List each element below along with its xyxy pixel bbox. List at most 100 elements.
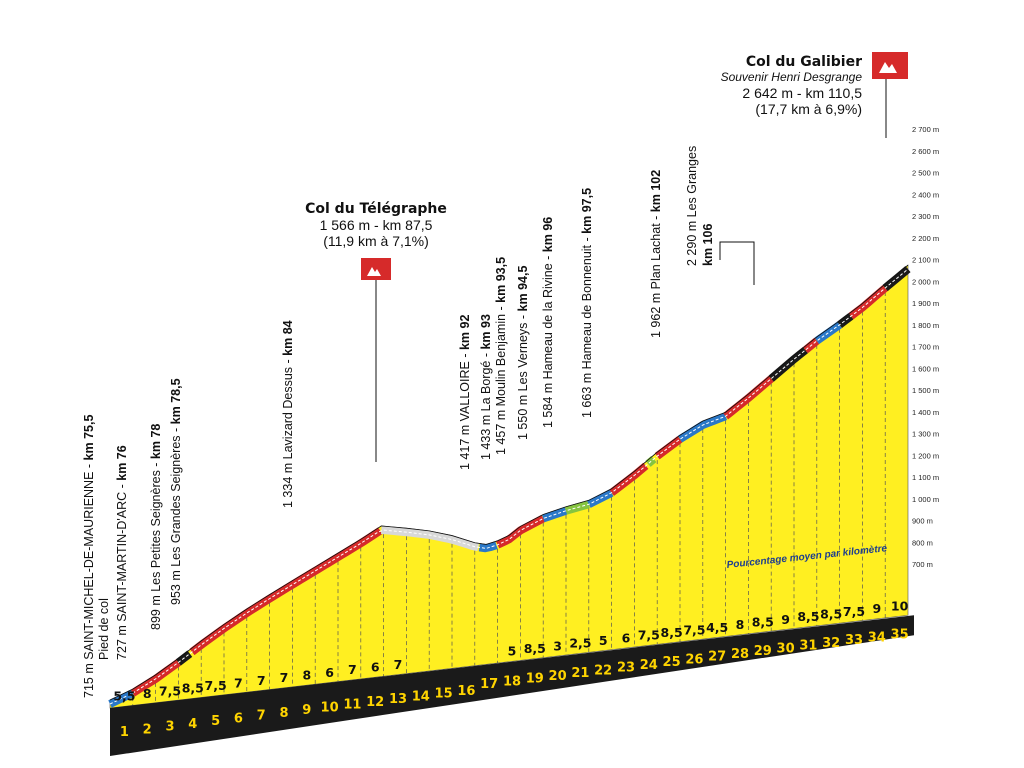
- km-gradient-label: 4,5: [706, 620, 728, 635]
- elevation-axis: 700 m 800 m 900 m 1 000 m 1 100 m 1 200 m 1 30…: [912, 125, 939, 569]
- km-gradient-label: 7: [234, 675, 243, 690]
- km-label: 26: [685, 652, 703, 667]
- km-gradient-label: 8,5: [182, 681, 204, 696]
- landmark-les-granges: 2 290 m Les Granges km 106: [685, 146, 755, 285]
- summit-telegraphe-line1: 1 566 m - km 87,5: [320, 217, 433, 233]
- y-tick-label: 2 500 m: [912, 169, 939, 178]
- y-tick-label: 2 300 m: [912, 212, 939, 221]
- y-tick-label: 2 200 m: [912, 234, 939, 243]
- summit-galibier-line2: (17,7 km à 6,9%): [755, 101, 862, 117]
- y-tick-label: 800 m: [912, 538, 933, 547]
- landmark-label: 1 584 m Hameau de la Rivine - km 96: [541, 217, 555, 428]
- km-gradient-label: 8: [302, 667, 311, 682]
- km-gradient-label: 5: [508, 644, 517, 659]
- ridge-centerline: [109, 268, 909, 705]
- landmark-labels: 715 m SAINT-MICHEL-DE-MAURIENNE - km 75,…: [82, 170, 663, 698]
- gradient-segment: [837, 312, 854, 328]
- km-gradient-label: 7: [348, 662, 357, 677]
- summit-flag-icon: [361, 258, 391, 280]
- km-gradient-label: 9: [781, 612, 790, 627]
- km-label: 7: [257, 709, 266, 724]
- km-label: 33: [845, 633, 863, 648]
- y-tick-label: 1 900 m: [912, 299, 939, 308]
- summit-telegraphe: Col du Télégraphe 1 566 m - km 87,5 (11,…: [305, 201, 447, 462]
- km-gradient-label: 7: [257, 673, 266, 688]
- km-gradient-label: 5,5: [113, 689, 135, 704]
- km-gradient-label: 5: [599, 633, 608, 648]
- km-gradient-label: 6: [371, 660, 380, 675]
- km-label: 2: [143, 722, 152, 737]
- mountain-icon: [367, 267, 381, 276]
- y-tick-label: 1 600 m: [912, 364, 939, 373]
- km-label: 28: [731, 647, 749, 662]
- y-tick-label: 2 700 m: [912, 125, 939, 134]
- km-gradient-label: 3: [553, 638, 562, 653]
- km-label: 9: [302, 703, 311, 718]
- km-label: 6: [234, 711, 243, 726]
- km-label: 27: [708, 650, 726, 665]
- landmark-label: 1 433 m La Borgé - km 93: [479, 314, 493, 460]
- km-label: 20: [549, 669, 567, 684]
- km-label: 24: [640, 658, 658, 673]
- km-gradient-label: 8: [736, 617, 745, 632]
- landmark-label: 1 550 m Les Verneys - km 94,5: [516, 266, 530, 440]
- km-label: 13: [389, 692, 407, 707]
- km-label: 35: [891, 628, 909, 643]
- km-label: 14: [412, 689, 430, 704]
- summit-galibier-name: Col du Galibier: [746, 54, 862, 70]
- landmark-label: Pied de col: [97, 598, 111, 660]
- km-label: 4: [188, 717, 197, 732]
- base-bar: [110, 615, 914, 756]
- summit-telegraphe-name: Col du Télégraphe: [305, 201, 447, 217]
- km-gradient-label: 8,5: [797, 609, 819, 624]
- km-label: 10: [321, 700, 339, 715]
- y-tick-label: 2 600 m: [912, 147, 939, 156]
- landmark-label: 899 m Les Petites Seignères - km 78: [149, 424, 163, 630]
- y-tick-label: 2 100 m: [912, 256, 939, 265]
- km-gradient-label: 7,5: [683, 622, 705, 637]
- landmark-label: 715 m SAINT-MICHEL-DE-MAURIENNE - km 75,…: [82, 415, 96, 698]
- km-gradient-label: 7,5: [843, 604, 865, 619]
- km-gradient-labels: 5,5 8 7,5 8,5 7,5 7 7 7 8 6 7 6 75 8,5 3 2,5 5 6 7,5 8,5 7,5…: [113, 599, 908, 704]
- km-gradient-label: 6: [325, 665, 334, 680]
- y-tick-label: 1 100 m: [912, 473, 939, 482]
- gradient-band: [108, 264, 911, 708]
- summit-galibier-subtitle: Souvenir Henri Desgrange: [721, 70, 863, 84]
- km-label: 3: [165, 720, 174, 735]
- y-tick-label: 900 m: [912, 517, 933, 526]
- les-granges-leader: [719, 241, 755, 285]
- y-tick-label: 1 500 m: [912, 386, 939, 395]
- gradient-segment: [609, 462, 649, 496]
- km-label: 8: [279, 706, 288, 721]
- km-gradient-label: 8,5: [524, 641, 546, 656]
- km-gradient-label: 8,5: [661, 625, 683, 640]
- km-label: 25: [663, 655, 681, 670]
- km-label: 17: [480, 677, 498, 692]
- km-label: 19: [526, 672, 544, 687]
- km-label: 34: [868, 630, 886, 645]
- km-label: 11: [343, 698, 361, 713]
- landmark-label: 1 962 m Plan Lachat - km 102: [649, 170, 663, 338]
- km-label: 16: [457, 684, 475, 699]
- km-label: 5: [211, 714, 220, 729]
- summit-galibier-line1: 2 642 m - km 110,5: [742, 85, 862, 101]
- les-granges-km: km 106: [701, 224, 715, 266]
- km-label: 32: [822, 636, 840, 651]
- landmark-label: 953 m Les Grandes Seignères - km 78,5: [169, 378, 183, 605]
- ridge-outline: [109, 264, 909, 701]
- km-label: 12: [366, 695, 384, 710]
- km-label: 18: [503, 674, 521, 689]
- landmark-label: 1 663 m Hameau de Bonnenuit - km 97,5: [580, 188, 594, 418]
- landmark-label: 1 457 m Moulin Benjamin - km 93,5: [494, 257, 508, 455]
- km-gridlines: [132, 291, 886, 706]
- y-tick-label: 1 700 m: [912, 343, 939, 352]
- km-gradient-label: 10: [891, 599, 909, 614]
- km-label: 15: [435, 687, 453, 702]
- km-gradient-label: 7: [280, 670, 289, 685]
- km-label: 22: [594, 663, 612, 678]
- km-label: 23: [617, 661, 635, 676]
- landmark-label: 727 m SAINT-MARTIN-D'ARC - km 76: [115, 445, 129, 660]
- summit-telegraphe-line2: (11,9 km à 7,1%): [323, 233, 429, 249]
- km-label: 1: [120, 725, 129, 740]
